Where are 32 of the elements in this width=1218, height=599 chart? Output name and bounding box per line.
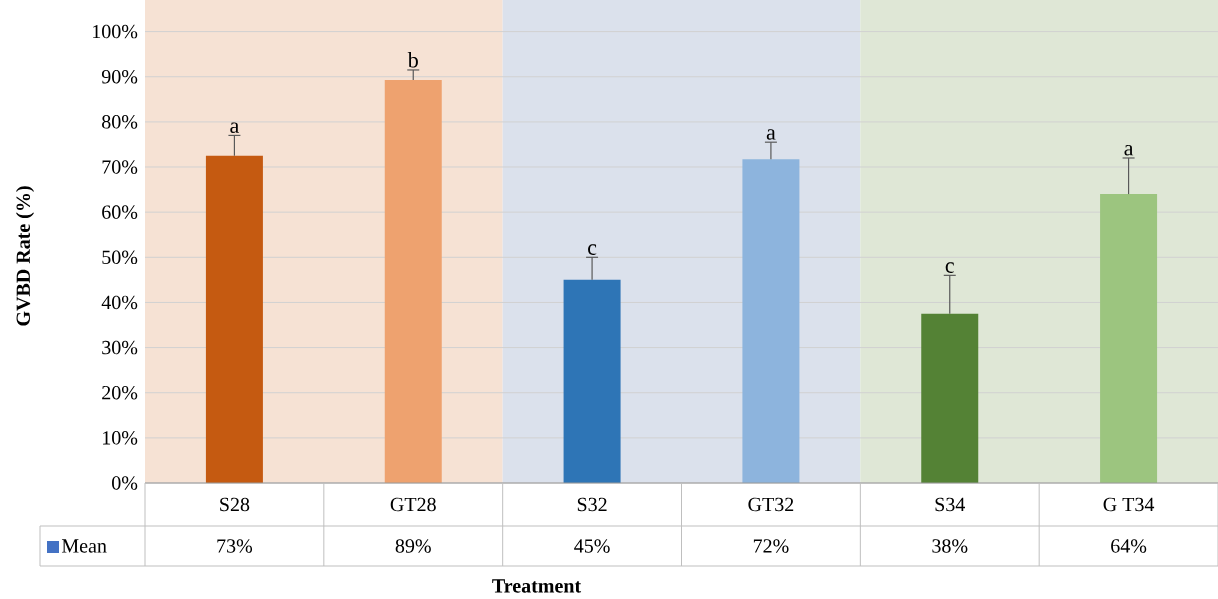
y-tick-label: 30% <box>102 340 138 355</box>
data-label: 64% <box>1111 539 1147 553</box>
annotation: b <box>407 52 418 68</box>
x-tick-label: GT28 <box>390 497 436 512</box>
y-tick-label: 100% <box>93 24 138 39</box>
y-tick-label: 70% <box>102 160 138 174</box>
y-tick-label: 60% <box>102 205 138 219</box>
annotation: a <box>766 129 776 140</box>
data-label: 72% <box>753 539 789 553</box>
data-label: 45% <box>574 539 610 553</box>
annotation: a <box>1124 145 1134 156</box>
y-tick-label: 10% <box>103 431 138 445</box>
data-label: 38% <box>932 539 968 553</box>
x-tick-label: S34 <box>935 497 966 512</box>
text: Mean <box>61 539 107 553</box>
annotation: c <box>945 262 954 273</box>
y-tick-label: 80% <box>102 115 138 129</box>
y-tick-label: 50% <box>102 250 138 265</box>
annotation: c <box>588 244 597 255</box>
y-axis-title: GVBD Rate (%) <box>15 186 35 326</box>
x-tick-label: S32 <box>577 497 607 512</box>
x-tick-label: GT32 <box>748 497 794 512</box>
x-tick-label: S28 <box>220 497 250 512</box>
annotation: a <box>230 122 239 134</box>
y-tick-label: 90% <box>101 69 138 84</box>
x-axis-title: Treatment <box>492 579 582 593</box>
y-tick-label: 20% <box>102 385 138 400</box>
data-label: 89% <box>395 539 431 553</box>
y-tick-label: 0% <box>112 476 138 490</box>
y-tick-label: 40% <box>101 295 138 310</box>
data-label: 73% <box>217 539 253 553</box>
x-tick-label: G T34 <box>1103 497 1155 512</box>
